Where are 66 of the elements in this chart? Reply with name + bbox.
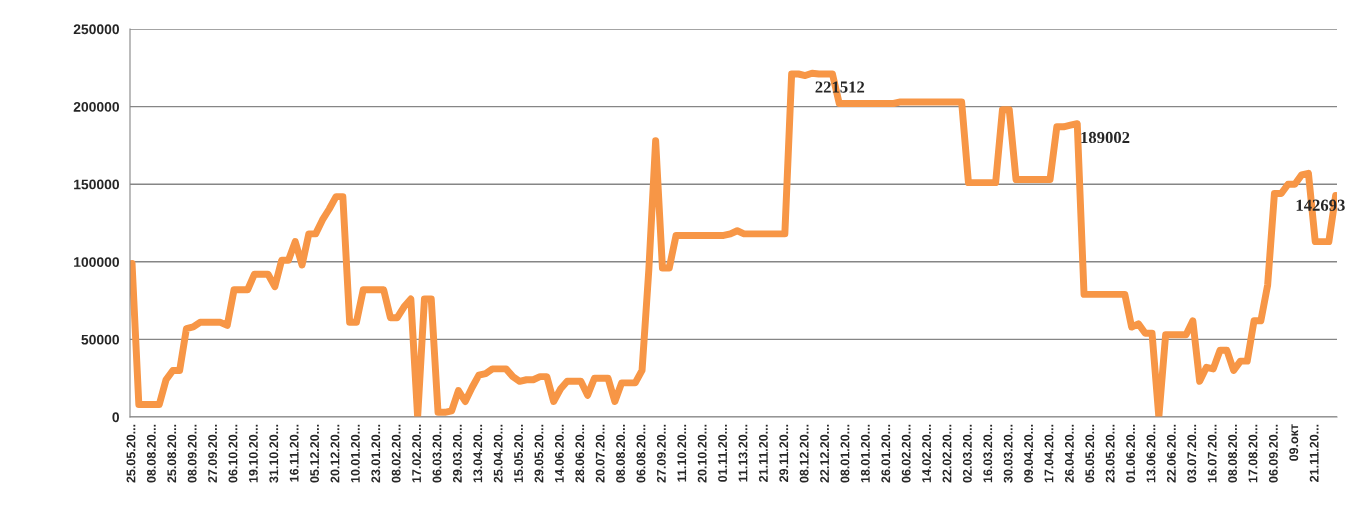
x-tick-label: 03.07.20... [1187, 424, 1197, 483]
x-tick-label: 14.02.20... [922, 424, 931, 483]
x-tick-label: 16.11.20... [289, 424, 299, 482]
y-tick-label: 0 [112, 412, 120, 423]
data-label: 189002 [1081, 131, 1130, 144]
x-tick-label: 25.04.20... [493, 424, 503, 483]
x-tick-label: 20.10.20... [697, 424, 707, 483]
x-tick-label: 08.08.20... [616, 424, 625, 483]
x-tick-label: 17.04.20... [1044, 424, 1054, 483]
x-tick-label: 02.03.20... [962, 424, 972, 483]
x-tick-label: 17.02.20... [412, 424, 421, 483]
x-tick-label: 01.06.20... [1126, 424, 1135, 483]
x-tick-label: 08.09.20... [187, 424, 197, 483]
x-tick-label: 22.02.20... [942, 424, 952, 483]
x-tick-label: 20.12.20... [330, 424, 340, 483]
x-tick-label: 06.09.20... [1268, 424, 1278, 483]
y-tick-label: 250000 [73, 24, 120, 35]
x-tick-label: 28.06.20... [575, 424, 585, 483]
x-tick-label: 08.01.20... [840, 424, 850, 483]
x-tick-label: 19.10.20... [248, 424, 258, 483]
x-tick-label: 10.01.20... [350, 424, 360, 483]
x-tick-label: 31.10.20... [269, 424, 279, 483]
x-tick-label: 22.12.20... [820, 424, 829, 483]
x-tick-label: 14.06.20... [554, 424, 564, 483]
x-tick-label: 09.04.20... [1024, 424, 1033, 483]
x-tick-label: 08.12.20... [799, 424, 809, 483]
y-tick-label: 200000 [73, 101, 120, 112]
x-tick-label: 13.04.20... [473, 424, 483, 483]
x-tick-label: 23.05.20... [1105, 424, 1115, 483]
x-tick-label: 11.13.20... [738, 424, 748, 482]
x-tick-label: 23.01.20... [371, 424, 381, 483]
x-tick-label: 18.01.20... [860, 424, 870, 483]
x-tick-label: 26.04.20... [1064, 424, 1074, 483]
x-tick-label: 06.03.20... [432, 424, 442, 483]
x-tick-label: 01.11.20... [718, 424, 727, 482]
x-tick-label: 27.09.20... [656, 424, 666, 483]
x-tick-label: 26.01.20... [881, 424, 891, 483]
x-tick-label: 20.07.20... [595, 424, 605, 483]
x-tick-label: 21.11.20... [758, 424, 768, 482]
x-tick-label: 29.05.20... [534, 424, 544, 483]
x-tick-label: 21.11.20... [1309, 424, 1319, 482]
x-tick-label: 06.08.20... [636, 424, 646, 483]
x-tick-label: 05.12.20... [310, 424, 319, 483]
y-tick-label: 150000 [74, 179, 120, 190]
x-tick-label: 29.03.20... [452, 424, 462, 483]
x-tick-label: 06.10.20... [228, 424, 238, 483]
x-tick-label: 11.10.20... [677, 424, 687, 482]
x-tick-label: 15.05.20... [514, 424, 523, 483]
x-tick-label: 25.05.20... [126, 424, 136, 483]
x-tick-label: 09.окт [1289, 424, 1299, 461]
x-tick-label: 08.08.20... [1228, 424, 1237, 483]
x-tick-label: 29.11.20... [779, 424, 789, 482]
x-tick-label: 27.09.20... [208, 424, 217, 483]
x-tick-label: 08.02.20... [391, 424, 401, 483]
x-tick-label: 25.08.20... [167, 424, 177, 483]
x-tick-label: 16.03.20... [983, 424, 993, 483]
y-tick-label: 50000 [81, 334, 120, 345]
y-tick-label: 100000 [74, 257, 120, 267]
x-tick-label: 08.08.20... [146, 424, 156, 483]
x-tick-label: 06.02.20... [901, 424, 911, 483]
x-tick-label: 17.08.20... [1248, 424, 1258, 483]
x-tick-label: 30.03.20... [1003, 424, 1013, 483]
x-tick-label: 16.07.20... [1207, 424, 1217, 483]
x-tick-label: 22.06.20... [1166, 424, 1176, 483]
x-tick-label: 05.05.20... [1085, 424, 1095, 483]
x-tick-label: 13.06.20... [1146, 424, 1156, 483]
